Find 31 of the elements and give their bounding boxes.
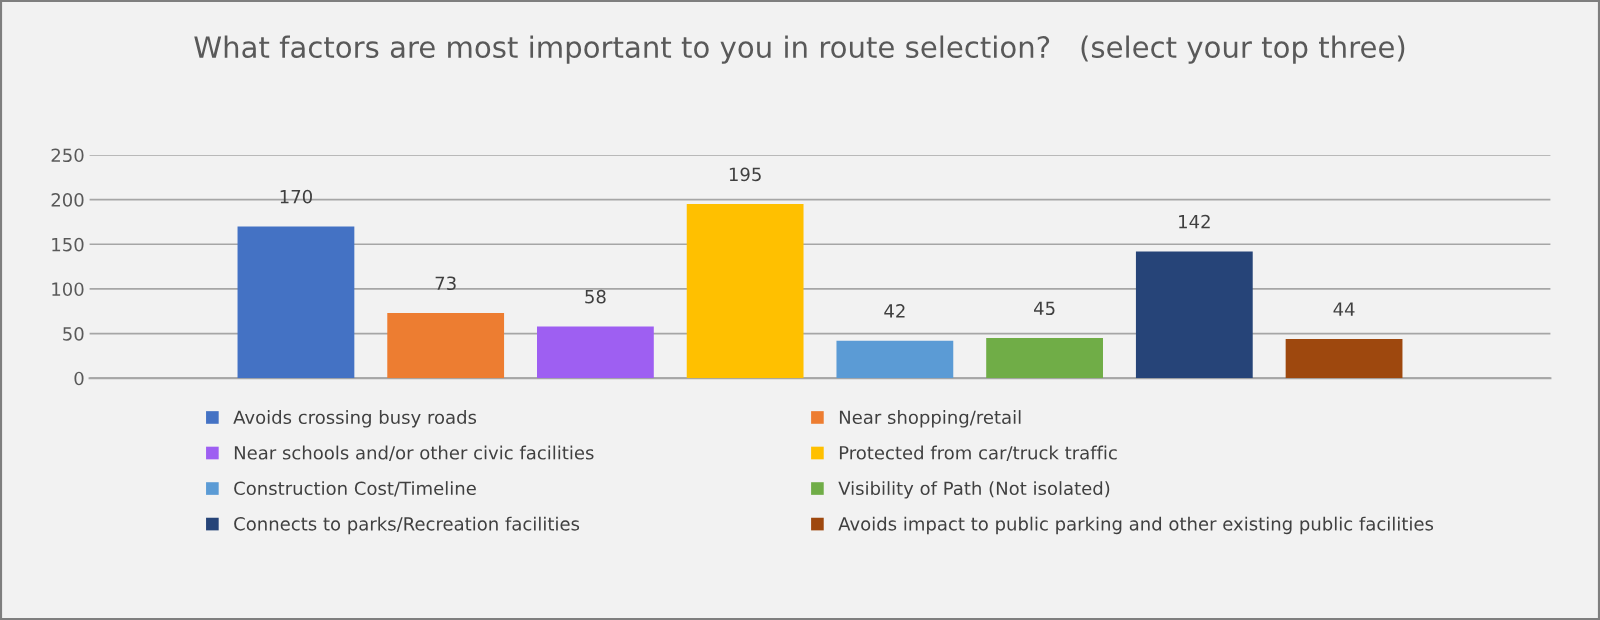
bar xyxy=(1135,251,1253,379)
data-label: 170 xyxy=(280,189,312,204)
legend-label: Protected from car/truck traffic xyxy=(839,445,1117,461)
legend-label: Avoids crossing busy roads xyxy=(233,410,477,428)
data-label: 44 xyxy=(1333,302,1355,316)
legend-label: Near schools and/or other civic facilities xyxy=(234,445,594,461)
data-label: 45 xyxy=(1033,301,1055,316)
data-label: 195 xyxy=(729,167,761,182)
legend-label: Avoids impact to public parking and other existing public facilities xyxy=(838,516,1434,535)
legend-label: Connects to parks/Recreation facilities xyxy=(234,516,580,535)
bar xyxy=(387,313,505,379)
data-label: 42 xyxy=(884,304,905,318)
bar xyxy=(1285,338,1403,379)
bar xyxy=(237,226,355,379)
data-label: 142 xyxy=(1179,214,1210,229)
bar xyxy=(836,340,954,379)
y-tick-label: 100 xyxy=(52,282,84,297)
y-tick-label: 250 xyxy=(51,148,84,163)
data-label: 58 xyxy=(585,289,606,304)
bar xyxy=(686,204,804,379)
bar xyxy=(986,338,1103,379)
bar xyxy=(537,326,654,379)
y-tick-label: 150 xyxy=(52,237,84,252)
legend-label: Construction Cost/Timeline xyxy=(234,481,476,497)
legend-label: Visibility of Path (Not isolated) xyxy=(838,481,1110,499)
y-tick-label: 200 xyxy=(51,193,84,207)
y-tick-label: 0 xyxy=(74,371,84,386)
chart-title: What factors are most important to you in route selection? (select your top three) xyxy=(194,35,1405,64)
legend-label: Near shopping/retail xyxy=(839,410,1021,428)
data-label: 73 xyxy=(435,276,456,291)
y-tick-label: 50 xyxy=(63,327,84,341)
